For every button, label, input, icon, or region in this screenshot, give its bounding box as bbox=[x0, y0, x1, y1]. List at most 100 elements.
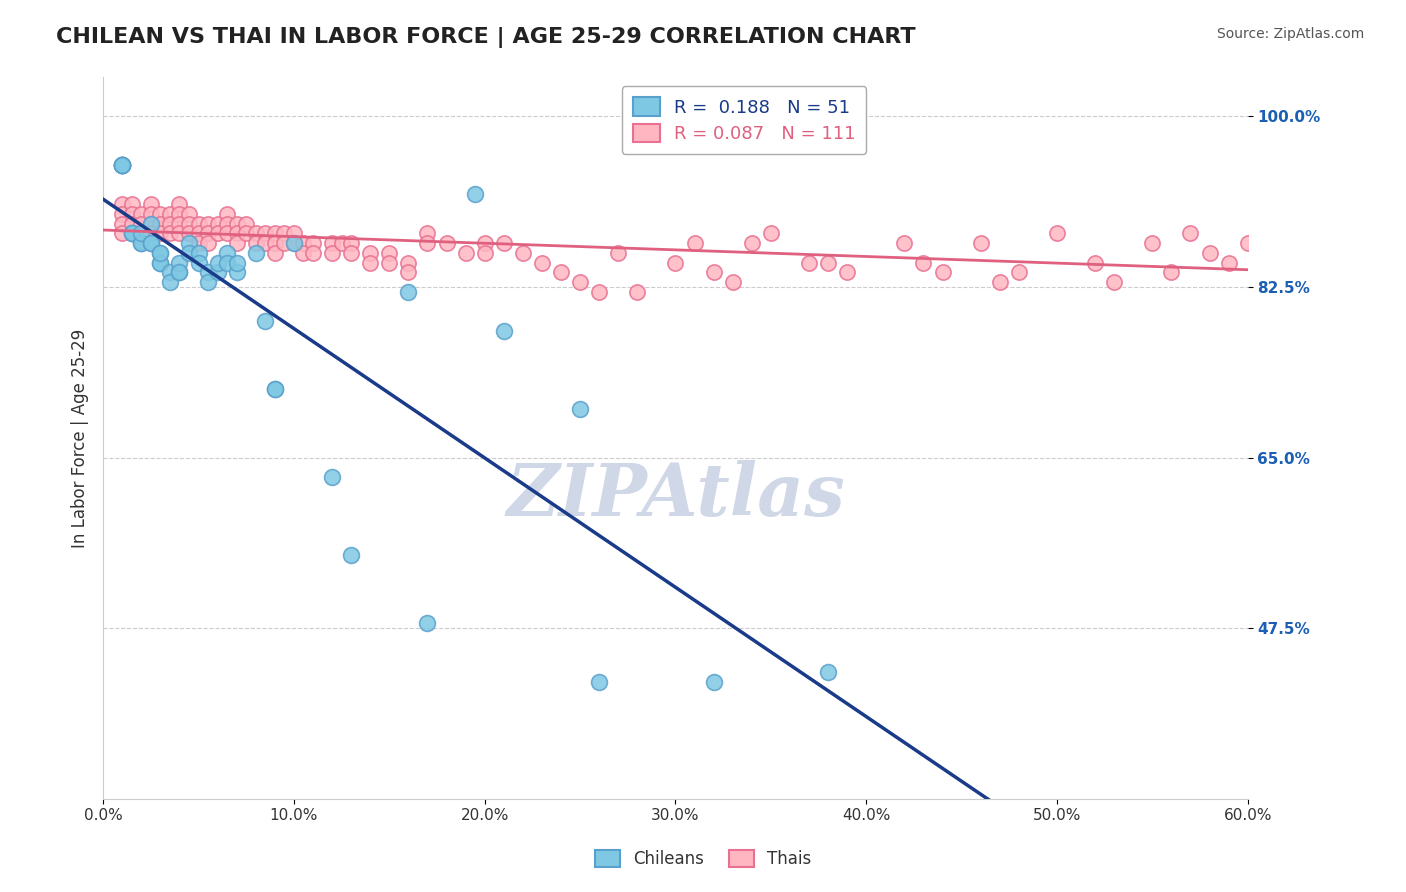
Point bbox=[111, 158, 134, 172]
Point bbox=[302, 246, 325, 260]
Point bbox=[703, 265, 725, 279]
Point bbox=[225, 255, 247, 269]
Point bbox=[969, 236, 991, 251]
Point bbox=[340, 236, 363, 251]
Point bbox=[1198, 246, 1220, 260]
Point bbox=[416, 236, 439, 251]
Point bbox=[139, 217, 162, 231]
Point bbox=[177, 217, 200, 231]
Point bbox=[169, 217, 191, 231]
Point bbox=[292, 246, 315, 260]
Point bbox=[129, 236, 152, 251]
Point bbox=[817, 665, 839, 679]
Point bbox=[177, 236, 200, 251]
Point bbox=[321, 470, 343, 484]
Point bbox=[283, 227, 305, 241]
Point bbox=[912, 255, 935, 269]
Point bbox=[129, 236, 152, 251]
Point bbox=[187, 236, 209, 251]
Point bbox=[187, 217, 209, 231]
Point bbox=[683, 236, 706, 251]
Point bbox=[454, 246, 477, 260]
Point bbox=[139, 227, 162, 241]
Point bbox=[396, 285, 419, 299]
Point bbox=[169, 265, 191, 279]
Point bbox=[893, 236, 915, 251]
Point bbox=[149, 207, 172, 221]
Point bbox=[207, 265, 229, 279]
Point bbox=[1218, 255, 1240, 269]
Point bbox=[169, 197, 191, 211]
Point bbox=[273, 227, 295, 241]
Point bbox=[664, 255, 686, 269]
Point bbox=[129, 236, 152, 251]
Point bbox=[111, 158, 134, 172]
Point bbox=[139, 197, 162, 211]
Point bbox=[217, 207, 239, 221]
Point bbox=[797, 255, 820, 269]
Point bbox=[254, 314, 277, 328]
Point bbox=[111, 197, 134, 211]
Point bbox=[177, 227, 200, 241]
Point bbox=[169, 227, 191, 241]
Point bbox=[588, 674, 610, 689]
Point bbox=[149, 217, 172, 231]
Point bbox=[187, 255, 209, 269]
Point bbox=[273, 236, 295, 251]
Point bbox=[359, 255, 381, 269]
Point bbox=[340, 548, 363, 562]
Point bbox=[111, 227, 134, 241]
Point bbox=[225, 236, 247, 251]
Point bbox=[550, 265, 572, 279]
Point bbox=[111, 158, 134, 172]
Point bbox=[129, 227, 152, 241]
Point bbox=[607, 246, 630, 260]
Point bbox=[1142, 236, 1164, 251]
Point bbox=[225, 227, 247, 241]
Point bbox=[588, 285, 610, 299]
Text: ZIPAtlas: ZIPAtlas bbox=[506, 460, 845, 532]
Point bbox=[111, 158, 134, 172]
Point bbox=[378, 246, 401, 260]
Point bbox=[111, 217, 134, 231]
Point bbox=[217, 227, 239, 241]
Point bbox=[1294, 227, 1316, 241]
Point bbox=[139, 207, 162, 221]
Point bbox=[1084, 255, 1107, 269]
Point bbox=[292, 236, 315, 251]
Point bbox=[703, 674, 725, 689]
Point bbox=[340, 246, 363, 260]
Point bbox=[207, 217, 229, 231]
Text: CHILEAN VS THAI IN LABOR FORCE | AGE 25-29 CORRELATION CHART: CHILEAN VS THAI IN LABOR FORCE | AGE 25-… bbox=[56, 27, 915, 48]
Point bbox=[464, 187, 486, 202]
Point bbox=[263, 383, 285, 397]
Point bbox=[1008, 265, 1031, 279]
Point bbox=[492, 324, 515, 338]
Point bbox=[474, 246, 496, 260]
Point bbox=[129, 207, 152, 221]
Point bbox=[139, 217, 162, 231]
Point bbox=[197, 227, 219, 241]
Point bbox=[263, 383, 285, 397]
Point bbox=[149, 227, 172, 241]
Point bbox=[139, 236, 162, 251]
Point bbox=[1256, 265, 1278, 279]
Point bbox=[359, 246, 381, 260]
Legend: R =  0.188   N = 51, R = 0.087   N = 111: R = 0.188 N = 51, R = 0.087 N = 111 bbox=[621, 87, 866, 154]
Point bbox=[436, 236, 458, 251]
Point bbox=[396, 265, 419, 279]
Point bbox=[254, 227, 277, 241]
Point bbox=[321, 236, 343, 251]
Point bbox=[121, 217, 143, 231]
Point bbox=[121, 207, 143, 221]
Point bbox=[235, 217, 257, 231]
Point bbox=[741, 236, 763, 251]
Point bbox=[759, 227, 782, 241]
Point bbox=[569, 401, 592, 416]
Point bbox=[512, 246, 534, 260]
Point bbox=[1160, 265, 1182, 279]
Point bbox=[159, 207, 181, 221]
Point bbox=[530, 255, 553, 269]
Point bbox=[416, 227, 439, 241]
Point bbox=[197, 275, 219, 289]
